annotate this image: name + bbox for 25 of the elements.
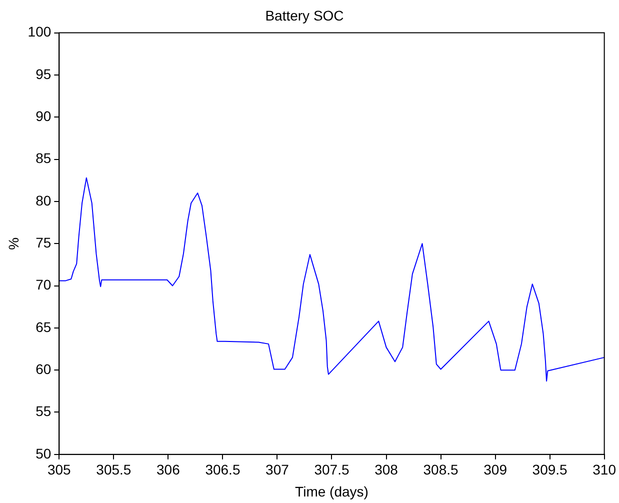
x-tick-label: 306.5 (205, 462, 240, 478)
y-axis-title: % (5, 237, 22, 250)
x-tick-label: 305.5 (96, 462, 132, 478)
x-tick-label: 309 (484, 462, 508, 478)
y-tick-label: 60 (36, 360, 52, 377)
y-tick-label: 80 (36, 192, 52, 208)
y-tick-label: 50 (36, 445, 52, 462)
x-tick-label: 307.5 (314, 462, 350, 478)
x-tick-label: 308.5 (423, 462, 458, 478)
x-tick-label: 310 (592, 462, 616, 478)
y-tick-label: 100 (28, 24, 52, 40)
chart-title: Battery SOC (265, 7, 344, 24)
y-tick-label: 85 (36, 150, 52, 166)
y-tick-label: 95 (36, 66, 52, 82)
x-axis-title: Time (days) (295, 483, 368, 500)
y-tick-label: 70 (36, 276, 52, 293)
x-tick-label: 305 (47, 462, 72, 478)
x-tick-label: 306 (156, 462, 180, 478)
x-tick-label: 309.5 (532, 462, 568, 478)
x-tick-label: 307 (266, 462, 290, 478)
y-tick-label: 90 (36, 108, 52, 124)
y-tick-label: 75 (36, 234, 52, 250)
x-tick-label: 308 (374, 462, 398, 478)
y-tick-label: 55 (36, 403, 52, 420)
y-tick-label: 65 (36, 318, 52, 335)
